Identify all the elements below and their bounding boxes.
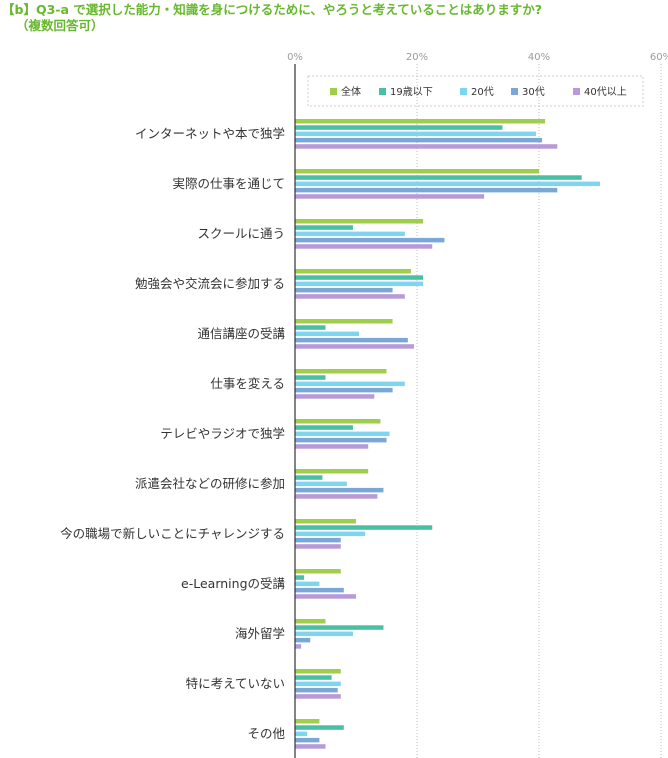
x-tick-label: 40% [528,52,550,63]
bar [295,537,341,543]
legend-swatch [573,88,580,95]
bar [295,219,424,224]
bar [295,669,341,674]
bar [295,575,305,580]
bar [295,494,378,499]
category-label: 派遣会社などの研修に参加 [135,476,285,491]
bar [295,194,485,199]
bar [295,694,341,699]
bar [295,344,414,349]
bar [295,225,353,230]
legend-swatch [330,88,337,95]
category-label: 特に考えていない [186,676,285,691]
bar [295,387,393,393]
bar [295,244,433,249]
bar [295,144,558,149]
chart-title: 【b】Q3-a で選択した能力・知識を身につけるために、やろうと考えていることは… [2,2,666,34]
category-label: インターネットや本で独学 [135,126,285,141]
bar [295,637,311,643]
bar [295,469,369,474]
legend-label: 40代以上 [584,86,627,98]
bar [295,437,387,443]
bar [295,169,539,174]
category-label: 今の職場で新しいことにチャレンジする [60,526,285,541]
bar [295,287,393,293]
category-label: その他 [247,726,285,741]
bar [295,594,356,599]
bar [295,687,338,693]
category-label: e-Learningの受講 [181,576,285,591]
category-label: テレビやラジオで独学 [160,426,285,441]
bar [295,444,369,449]
category-label: 仕事を変える [210,376,285,391]
bar [295,719,320,724]
bar [295,375,326,380]
bar [295,625,384,630]
legend-label: 20代 [471,86,494,98]
bar [295,631,353,637]
bar [295,725,344,730]
bar [295,525,433,530]
bar [295,744,326,749]
bar [295,369,387,374]
bar [295,275,424,280]
bar [295,519,356,524]
legend-swatch [379,88,386,95]
bar [295,231,405,237]
bar [295,619,326,624]
bar [295,675,332,680]
bar [295,731,308,737]
bar [295,419,381,424]
bar [295,137,543,143]
bar [295,131,536,137]
bar [295,181,600,187]
bar [295,569,341,574]
title-line-1: 【b】Q3-a で選択した能力・知識を身につけるために、やろうと考えていることは… [2,2,542,17]
bar [295,394,375,399]
bar [295,125,503,130]
category-label: 通信講座の受講 [197,326,285,341]
bar [295,431,390,437]
bar [295,331,360,337]
bar [295,487,384,493]
bar [295,581,320,587]
legend-label: 19歳以下 [390,86,433,98]
bar [295,475,323,480]
category-label: 海外留学 [235,626,285,641]
bar [295,325,326,330]
legend-label: 30代 [522,86,545,98]
legend-swatch [460,88,467,95]
x-tick-label: 20% [406,52,428,63]
x-tick-label: 0% [287,52,303,63]
bar [295,681,341,687]
bar [295,644,302,649]
bar [295,119,546,124]
bar [295,544,341,549]
bar [295,737,320,743]
bar [295,175,582,180]
bar [295,587,344,593]
bar [295,381,405,387]
bar [295,319,393,324]
bar [295,281,424,287]
bar [295,337,408,343]
bar [295,187,558,193]
bar [295,237,445,243]
x-tick-label: 60% [650,52,668,63]
category-label: 勉強会や交流会に参加する [135,276,285,291]
legend-swatch [511,88,518,95]
bar [295,481,347,487]
legend-label: 全体 [341,85,361,98]
category-label: スクールに通う [197,226,285,241]
bar [295,425,353,430]
category-label: 実際の仕事を通じて [172,176,285,191]
bar [295,269,411,274]
bar [295,531,366,537]
legend-box [307,75,644,107]
bar [295,294,405,299]
title-line-2: （複数回答可） [16,18,104,33]
